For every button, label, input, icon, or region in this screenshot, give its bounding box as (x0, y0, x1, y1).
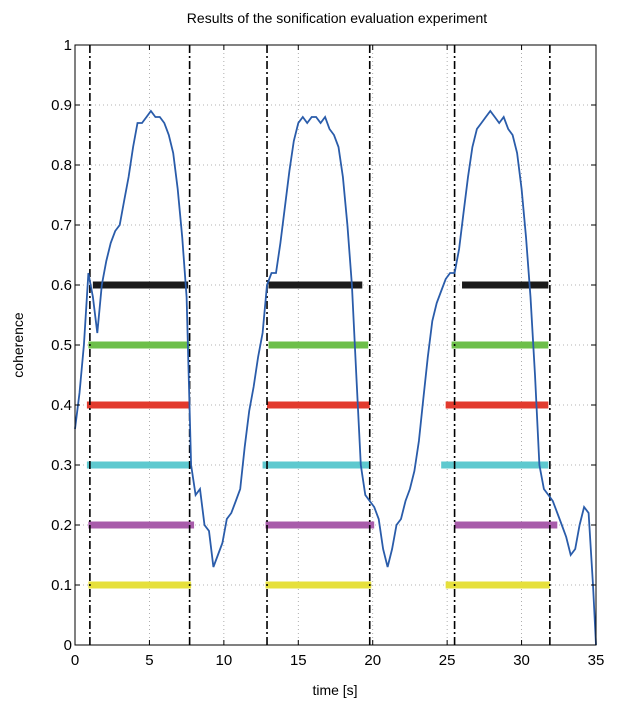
y-tick-label: 0.3 (51, 457, 72, 474)
y-tick-label: 0.2 (51, 517, 72, 534)
y-tick-label: 0 (64, 637, 72, 654)
y-tick-label: 0.7 (51, 217, 72, 234)
y-tick-label: 0.9 (51, 97, 72, 114)
y-tick-label: 0.4 (51, 397, 72, 414)
y-axis-label: coherence (10, 312, 26, 378)
y-tick-label: 0.1 (51, 577, 72, 594)
x-axis-ticks: 0 5 10 15 20 25 30 35 (71, 45, 605, 669)
y-axis-ticks: 0 0.1 0.2 0.3 0.4 0.5 0.6 0.7 0.8 0.9 1 (51, 37, 596, 654)
y-tick-label: 0.5 (51, 337, 72, 354)
x-axis-label: time [s] (312, 682, 357, 698)
x-tick-label: 20 (364, 652, 381, 669)
chart-title: Results of the sonification evaluation e… (187, 10, 488, 26)
y-tick-label: 0.6 (51, 277, 72, 294)
bar-segments (86, 281, 558, 589)
x-tick-label: 0 (71, 652, 79, 669)
series-line (74, 109, 597, 646)
y-tick-label: 0.8 (51, 157, 72, 174)
x-tick-label: 30 (513, 652, 530, 669)
x-tick-label: 25 (439, 652, 456, 669)
x-tick-label: 15 (290, 652, 307, 669)
x-tick-label: 35 (588, 652, 605, 669)
y-tick-label: 1 (64, 37, 72, 54)
x-tick-label: 10 (216, 652, 233, 669)
x-tick-label: 5 (145, 652, 153, 669)
reference-vertical-lines (89, 45, 551, 645)
